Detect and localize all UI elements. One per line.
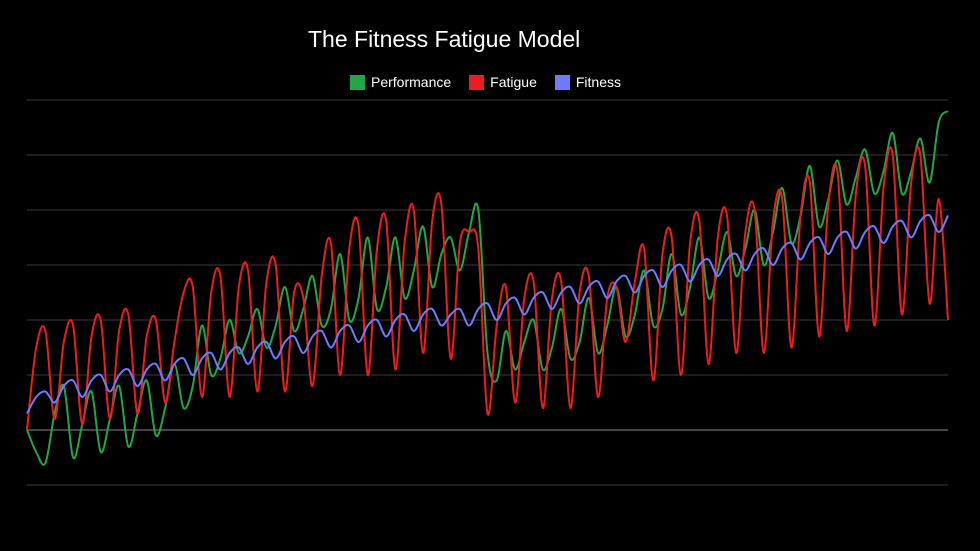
series-lines [26,110,949,466]
legend-label-performance: Performance [371,74,452,90]
gridlines [27,99,948,486]
legend-label-fitness: Fitness [575,74,621,90]
legend-item-performance: Performance [350,74,451,90]
legend-swatch-fatigue [469,74,485,90]
legend-swatch-fitness [554,74,570,90]
legend-label-fatigue: Fatigue [490,74,537,90]
legend-item-fatigue: Fatigue [469,74,537,90]
series-line-fatigue [26,146,949,431]
series-line-fitness [26,214,949,414]
legend-swatch-performance [350,74,365,90]
chart-title: The Fitness Fatigue Model [308,26,581,52]
legend-item-fitness: Fitness [554,74,621,90]
chart-legend: Performance Fatigue Fitness [350,72,621,92]
